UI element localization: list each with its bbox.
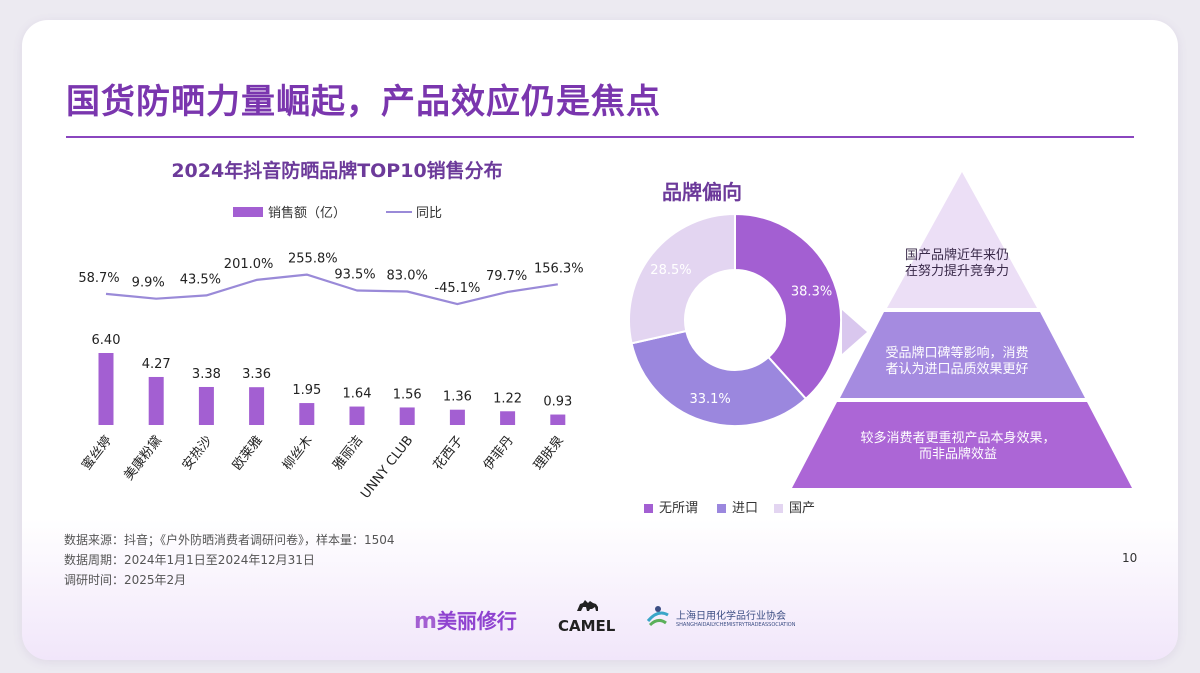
donut-legend-label: 无所谓 [659, 501, 699, 516]
slide-card: 国货防晒力量崛起，产品效应仍是焦点 2024年抖音防晒品牌TOP10销售分布 销… [22, 20, 1178, 660]
sales-value-label: 1.95 [292, 383, 321, 398]
pyramid-tier-top [887, 172, 1037, 308]
category-label: 柳丝木 [280, 433, 316, 473]
sales-bar [500, 411, 516, 425]
sales-bar [148, 376, 164, 425]
sales-value-label: 1.64 [343, 387, 372, 402]
sales-value-label: 0.93 [543, 395, 572, 410]
category-label: 欧莱雅 [230, 433, 266, 473]
yoy-value-label: 43.5% [180, 272, 221, 287]
yoy-line [105, 273, 558, 306]
legend-dot-import [717, 504, 726, 513]
yoy-value-label: 255.8% [288, 252, 338, 267]
legend-label-sales: 销售额（亿） [268, 206, 347, 221]
page-number: 10 [1122, 551, 1138, 565]
legend-dot-wusuowei [644, 504, 653, 513]
legend-dot-domestic [774, 504, 783, 513]
yoy-value-label: 9.9% [132, 276, 165, 291]
donut-slice-label: 38.3% [791, 285, 832, 300]
sales-bar [550, 414, 566, 425]
note-period: 数据周期：2024年1月1日至2024年12月31日 [64, 553, 315, 567]
sales-bar [249, 387, 265, 425]
yoy-value-label: 201.0% [224, 257, 274, 272]
sales-bar [198, 386, 214, 425]
note-source: 数据来源：抖音；《户外防晒消费者调研问卷》，样本量：1504 [64, 533, 395, 547]
donut-slice [630, 329, 808, 427]
yoy-value-label: 58.7% [78, 271, 119, 286]
sales-value-label: 3.36 [242, 367, 271, 382]
category-label: UNNY CLUB [358, 433, 416, 501]
sales-bar [449, 409, 465, 425]
note-survey-date: 调研时间：2025年2月 [64, 573, 187, 587]
yoy-value-label: 79.7% [486, 269, 527, 284]
donut-legend-label: 国产 [789, 501, 816, 516]
association-emblem-icon [646, 606, 669, 627]
title-divider [66, 136, 1134, 138]
pyramid-tier-top-text: 国产品牌近年来仍在努力提升竞争力 [904, 248, 1009, 279]
camel-icon [577, 600, 598, 611]
donut-legend-label: 进口 [732, 501, 759, 516]
category-label: 安热沙 [180, 433, 216, 473]
association-name-en: SHANGHAIDAILYCHEMISTRYTRADEASSOCIATION [676, 622, 796, 628]
yoy-value-label: 156.3% [534, 261, 584, 276]
pyramid-tier-bottom-text: 较多消费者更重视产品本身效果，而非品牌效益 [860, 431, 1056, 462]
legend-swatch-yoy [386, 211, 412, 213]
sales-bar [299, 403, 315, 425]
pyramid-tier-middle [840, 312, 1085, 398]
donut-legend-item-domestic: 国产 [774, 497, 815, 516]
category-label: 理肤泉 [530, 433, 567, 474]
donut-slice [628, 212, 736, 345]
sales-value-label: 1.22 [493, 391, 522, 406]
sales-value-label: 3.38 [192, 367, 221, 382]
category-label: 伊菲丹 [481, 433, 517, 473]
page-title: 国货防晒力量崛起，产品效应仍是焦点 [66, 82, 661, 122]
charts-canvas: 58.7% 9.9% 43.5%201.0% 255.8%93.5% 83.0% -45.… [78, 172, 1132, 502]
sales-value-label: 4.27 [142, 357, 171, 372]
yoy-value-label: 83.0% [387, 269, 428, 284]
meili-m-icon: m [414, 609, 437, 634]
donut-slice-label: 28.5% [650, 263, 691, 278]
sales-bar [98, 353, 114, 425]
yoy-value-label: -45.1% [434, 281, 480, 296]
yoy-value-label: 93.5% [334, 268, 375, 283]
connector-arrow-icon [842, 310, 867, 354]
legend-swatch-sales [233, 207, 263, 217]
meili-logo: m美丽修行 [414, 605, 517, 634]
camel-logo-text: CAMEL [558, 617, 616, 635]
sales-bar [399, 407, 415, 425]
bar-chart-title: 2024年抖音防晒品牌TOP10销售分布 [171, 160, 503, 182]
source-notes: 数据来源：抖音；《户外防晒消费者调研问卷》，样本量：1504 数据周期：2024… [64, 530, 395, 590]
legend-label-yoy: 同比 [416, 206, 443, 221]
category-label: 蜜丝婷 [79, 433, 116, 474]
pyramid-tier-bottom [792, 402, 1132, 488]
donut-chart-title: 品牌偏向 [662, 180, 742, 204]
logo-bar: m美丽修行 CAMEL 上海日用化学品行业协会 SHANGHAIDAILYCHE… [22, 600, 1178, 641]
donut-slice [734, 212, 842, 401]
meili-logo-text: 美丽修行 [436, 609, 517, 633]
category-label: 花西子 [430, 433, 467, 474]
sales-value-label: 1.36 [443, 390, 472, 405]
sales-bar [349, 406, 365, 425]
sales-value-label: 1.56 [393, 387, 422, 402]
donut-legend-item-import: 进口 [717, 497, 758, 516]
donut-slice-label: 33.1% [689, 392, 730, 407]
pyramid-tier-middle-text: 受品牌口碑等影响，消费者认为进口品质效果更好 [885, 346, 1029, 377]
donut-legend-item-wusuowei: 无所谓 [644, 497, 698, 516]
sales-value-label: 6.40 [92, 333, 121, 348]
category-label: 雅丽洁 [330, 433, 366, 473]
association-name-cn: 上海日用化学品行业协会 [676, 611, 786, 622]
category-label: 美康粉黛 [121, 433, 166, 484]
